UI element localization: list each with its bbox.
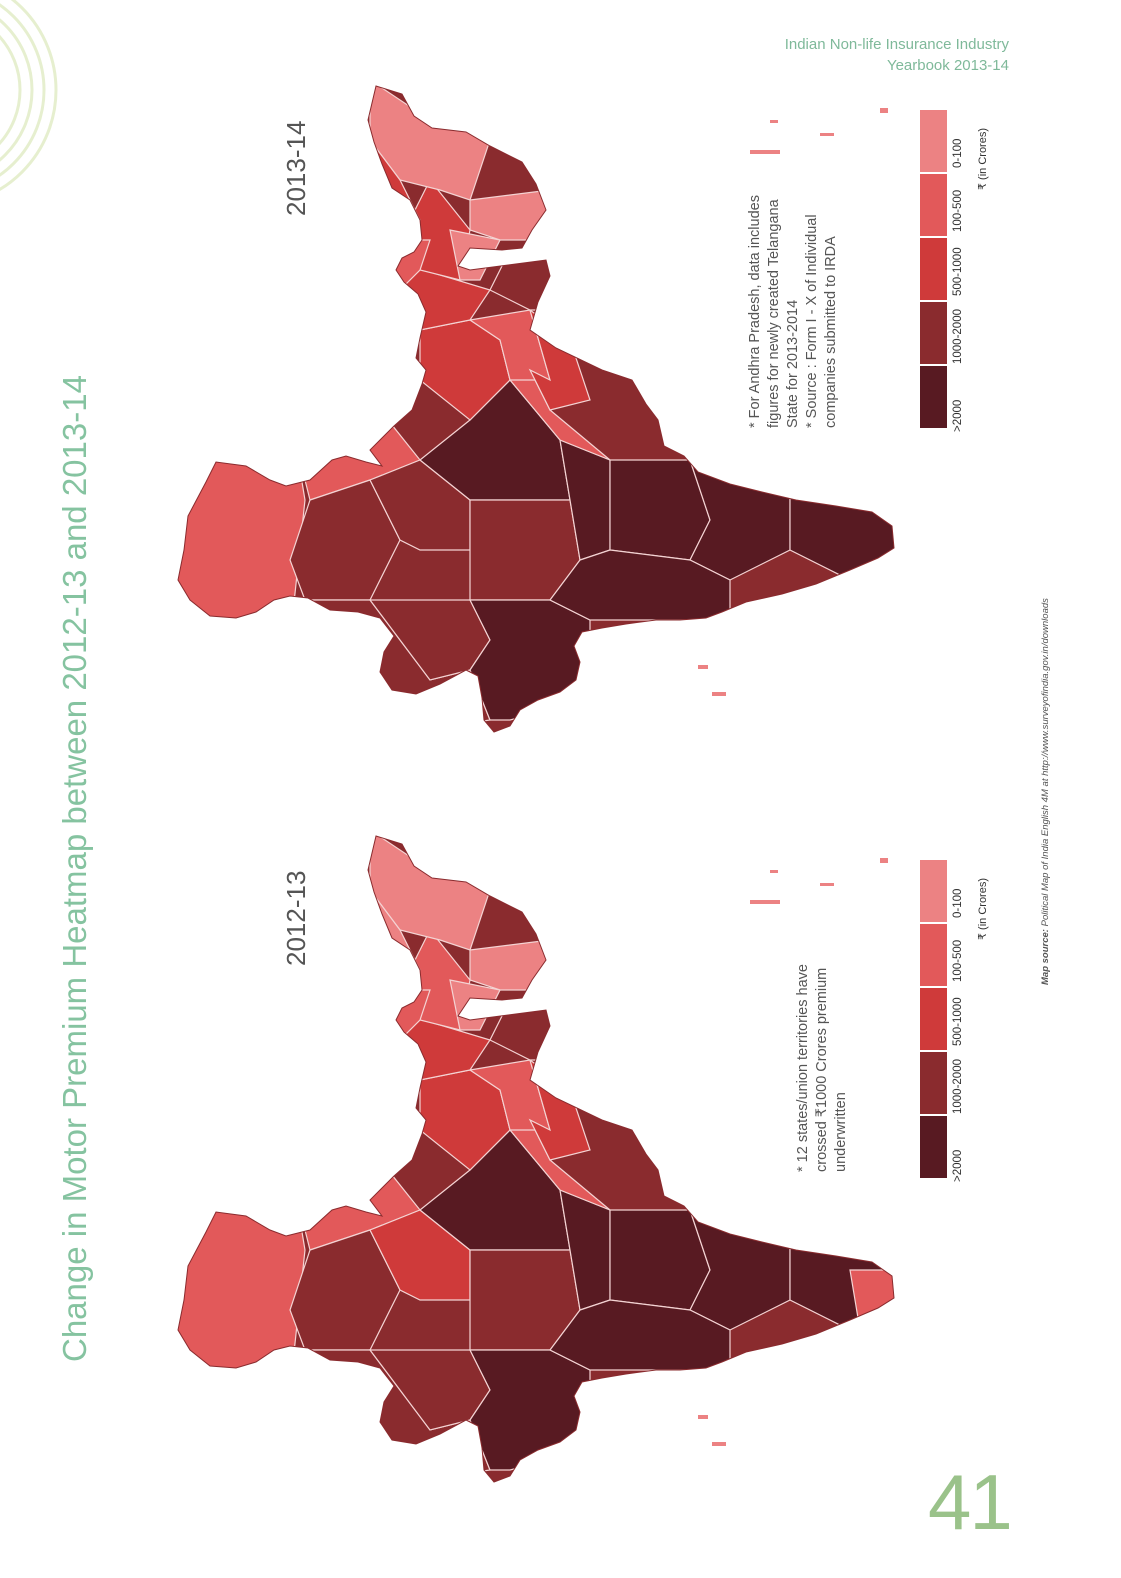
legend-label: 0-100 [952,138,964,168]
note-line: * Source : Form I - X of Individual [804,214,820,428]
header-line-2: Yearbook 2013-14 [886,57,1009,74]
legend-label: 500-1000 [952,247,964,296]
map-source-credit: Map source: Political Map of India Engli… [1040,598,1051,985]
legend-swatch [920,860,947,922]
legend-swatch [920,302,947,364]
india-map-2012-13 [177,835,895,1483]
legend-swatch [920,924,947,986]
legend-swatch [920,238,947,300]
page-number: 41 [928,1458,1013,1546]
map-source-label: Map source: [1040,929,1051,985]
legend-label: >2000 [952,399,964,432]
note-line: crossed ₹1000 Crores premium [814,967,830,1172]
note-line: underwritten [833,1092,849,1172]
legend-label: 100-500 [952,189,964,232]
legend-swatch [920,1052,947,1114]
map-source-text: Political Map of India English 4M at htt… [1040,598,1051,927]
page-title: Change in Motor Premium Heatmap between … [56,375,93,1362]
publication-header: Indian Non-life Insurance Industry Yearb… [785,34,1009,76]
legend-label: 100-500 [952,939,964,982]
legend-label: 500-1000 [952,997,964,1046]
note-line: State for 2013-2014 [785,299,801,428]
note-line: * For Andhra Pradesh, data includes [747,195,763,428]
concentric-arcs-decoration [0,0,58,191]
note-line: * 12 states/union territories have [795,964,811,1172]
legend-label: 1000-2000 [952,1059,964,1114]
note-line: companies submitted to IRDA [823,236,839,428]
legend-unit: ₹ (in Crores) [977,877,989,940]
map-notes-2012-13: * 12 states/union territories have cross… [794,964,851,1172]
note-line: figures for newly created Telangana [766,199,782,428]
legend-label: 1000-2000 [952,309,964,364]
legend-label: >2000 [952,1149,964,1182]
india-map-2013-14 [177,85,895,733]
map-notes-2013-14: * For Andhra Pradesh, data includes figu… [746,195,841,428]
legend-swatch [920,366,947,428]
legend-swatch [920,174,947,236]
legend-swatch [920,988,947,1050]
header-line-1: Indian Non-life Insurance Industry [784,36,1009,53]
legend-unit: ₹ (in Crores) [977,127,989,190]
legend-label: 0-100 [952,888,964,918]
legend-swatch [920,1116,947,1178]
legend-swatch [920,110,947,172]
